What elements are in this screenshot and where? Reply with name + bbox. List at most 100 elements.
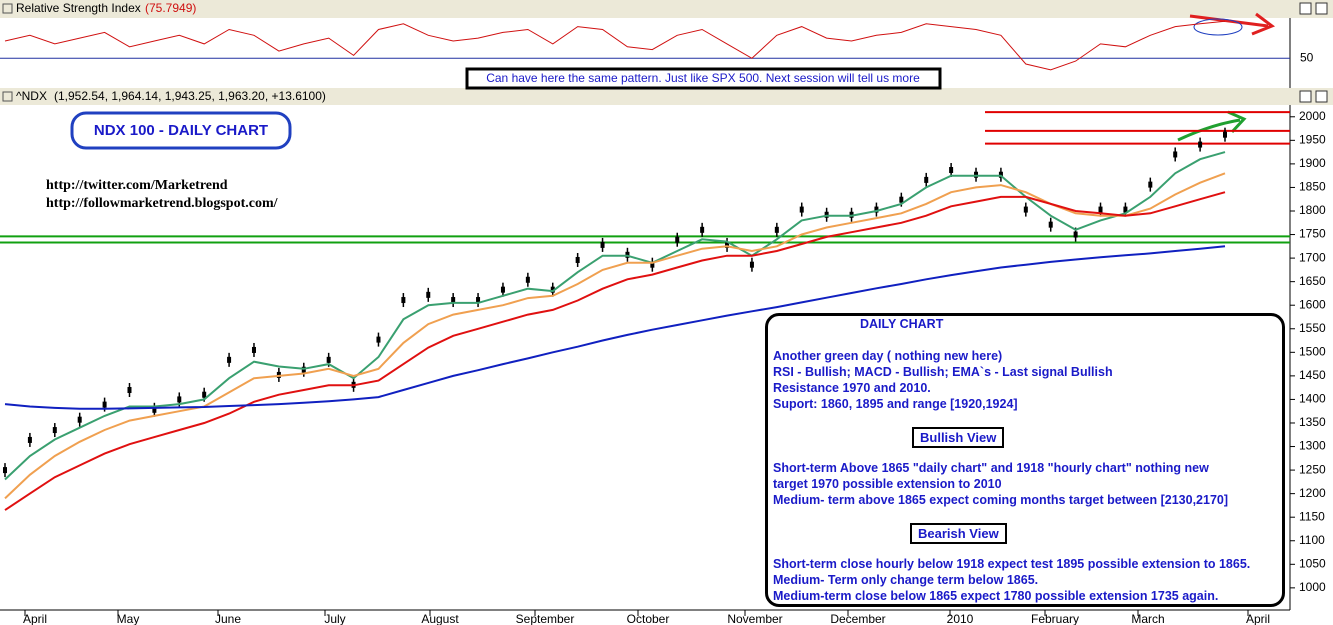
y-tick-label: 1050 (1299, 556, 1326, 570)
ema-line (4, 151, 1226, 481)
red-arrow (1189, 14, 1269, 28)
price-body (949, 167, 954, 174)
maximize-button[interactable] (1299, 2, 1312, 15)
annotation: Can have here the same pattern. Just lik… (486, 71, 920, 85)
green-arrow (1177, 118, 1241, 142)
y-tick-label: 1150 (1299, 509, 1325, 523)
summary-line: Suport: 1860, 1895 and range [1920,1924] (773, 397, 1018, 411)
y-tick-label: 1200 (1299, 486, 1326, 500)
price-body (500, 286, 505, 293)
y-tick-label: 1600 (1299, 297, 1326, 311)
close-button[interactable] (1315, 2, 1328, 15)
x-tick-label: May (117, 612, 140, 625)
price-body (525, 276, 530, 283)
collapse-icon (2, 91, 13, 102)
red-arrow-head (1251, 12, 1276, 36)
price-body (575, 256, 580, 263)
link: http://followmarketrend.blogspot.com/ (46, 196, 279, 211)
bullish-line: Short-term Above 1865 "daily chart" and … (773, 461, 1209, 475)
x-tick-label: June (215, 612, 241, 625)
price-body (177, 396, 182, 403)
price-body (1223, 131, 1227, 138)
price-body (102, 401, 107, 408)
label-box (70, 111, 292, 150)
y-tick-label: 1650 (1299, 274, 1326, 288)
price-body (725, 241, 730, 248)
price-body (675, 236, 680, 243)
price-body (924, 176, 929, 183)
x-tick-label: August (421, 612, 459, 625)
summary-line: RSI - Bullish; MACD - Bullish; EMA`s - L… (773, 365, 1113, 379)
price-body (1198, 141, 1203, 148)
rsi-title: Relative Strength Index (16, 1, 141, 15)
price-body (476, 297, 481, 304)
y-tick-label: 1450 (1299, 368, 1326, 382)
main-quote: (1,952.54, 1,964.14, 1,943.25, 1,963.20,… (54, 89, 326, 103)
commentary-box (765, 313, 1285, 607)
y-tick-label: 1850 (1299, 180, 1326, 194)
rsi-line (4, 20, 1226, 71)
x-tick-label: 2010 (947, 612, 974, 625)
close-button[interactable] (1315, 90, 1328, 103)
price-body (600, 241, 605, 248)
rsi-header (0, 0, 1333, 18)
price-body (1023, 206, 1028, 213)
summary-line: Resistance 1970 and 2010. (773, 381, 931, 395)
y-tick-label: 1700 (1299, 250, 1326, 264)
price-body (227, 356, 232, 363)
price-body (1048, 221, 1053, 228)
price-body (1123, 206, 1128, 213)
maximize-button[interactable] (1299, 90, 1312, 103)
y-tick-label: 1500 (1299, 344, 1326, 358)
bullish-line: Medium- term above 1865 expect coming mo… (773, 493, 1229, 507)
chart-label: NDX 100 - DAILY CHART (94, 122, 268, 139)
x-tick-label: September (516, 612, 575, 625)
price-body (700, 226, 705, 233)
price-body (426, 291, 431, 298)
price-body (1073, 231, 1078, 238)
main-header (0, 88, 1333, 105)
price-body (550, 286, 555, 293)
price-body (52, 427, 57, 434)
x-tick-label: July (324, 612, 345, 625)
ema-line (4, 172, 1226, 500)
x-tick-label: April (1246, 612, 1270, 625)
y-tick-label: 1300 (1299, 439, 1326, 453)
green-arrow-head (1227, 110, 1247, 134)
price-body (376, 336, 381, 343)
price-body (899, 196, 904, 203)
ema-line (4, 245, 1226, 410)
y-tick-label: 1950 (1299, 133, 1326, 147)
x-tick-label: April (23, 612, 47, 625)
y-tick-label: 1400 (1299, 392, 1326, 406)
summary-line: Another green day ( nothing new here) (773, 349, 1003, 363)
price-body (799, 206, 804, 213)
price-body (1098, 206, 1103, 213)
price-body (650, 261, 655, 268)
bullish-line: target 1970 possible extension to 2010 (773, 477, 1002, 491)
x-tick-label: November (727, 612, 782, 625)
y-tick-label: 2000 (1299, 109, 1326, 123)
collapse-icon (2, 3, 13, 14)
ema-line (4, 191, 1226, 511)
price-body (401, 297, 406, 304)
rsi-value: (75.7949) (145, 1, 196, 15)
commentary-heading: DAILY CHART (860, 317, 944, 331)
price-body (202, 391, 207, 398)
bearish-title: Bearish View (910, 523, 1007, 544)
link: http://twitter.com/Marketrend (46, 178, 228, 193)
price-body (77, 416, 82, 423)
x-tick-label: October (627, 612, 670, 625)
price-body (326, 356, 331, 363)
price-body (251, 346, 256, 353)
main-title: ^NDX (16, 89, 47, 103)
price-body (451, 297, 456, 304)
rsi-circle (1193, 18, 1243, 36)
price-body (874, 206, 879, 213)
price-body (27, 436, 32, 443)
y-tick-label: 1750 (1299, 227, 1326, 241)
price-body (1173, 151, 1178, 158)
y-tick-label: 1350 (1299, 415, 1326, 429)
price-body (152, 406, 157, 413)
